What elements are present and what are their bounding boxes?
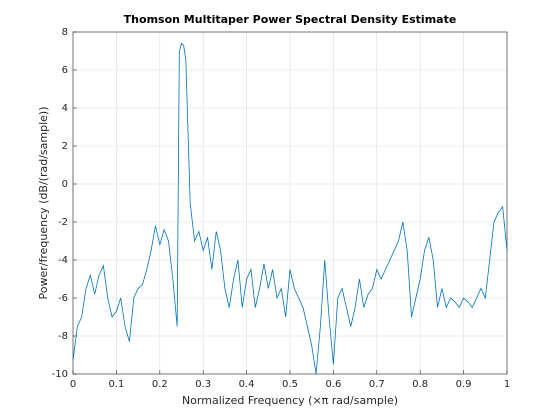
y-tick-label: 4 — [62, 103, 68, 114]
x-tick-label: 0.9 — [456, 379, 472, 390]
x-tick-label: 0.4 — [239, 379, 255, 390]
x-tick-label: 0.1 — [108, 379, 124, 390]
x-tick-label: 1 — [504, 379, 510, 390]
y-tick-label: 0 — [62, 179, 68, 190]
x-tick-label: 0.3 — [195, 379, 211, 390]
y-tick-label: 2 — [62, 141, 68, 152]
y-tick-label: -6 — [58, 293, 68, 304]
y-axis-label: Power/frequency (dB/(rad/sample)) — [37, 107, 50, 300]
x-axis-label: Normalized Frequency (×π rad/sample) — [182, 394, 398, 407]
axes-box — [72, 31, 508, 375]
x-tick-label: 0.8 — [412, 379, 428, 390]
x-tick-label: 0.5 — [282, 379, 298, 390]
x-tick-label: 0.2 — [152, 379, 168, 390]
y-tick-label: -2 — [58, 217, 68, 228]
x-tick-label: 0 — [70, 379, 76, 390]
y-tick-label: 6 — [62, 65, 68, 76]
y-tick-label: -4 — [58, 255, 68, 266]
y-tick-label: 8 — [62, 27, 68, 38]
y-tick-label: -8 — [58, 331, 68, 342]
line — [72, 42, 508, 375]
y-tick-label: -10 — [52, 369, 68, 380]
x-tick-label: 0.7 — [369, 379, 385, 390]
x-tick-label: 0.6 — [325, 379, 341, 390]
chart-title: Thomson Multitaper Power Spectral Densit… — [124, 13, 457, 26]
